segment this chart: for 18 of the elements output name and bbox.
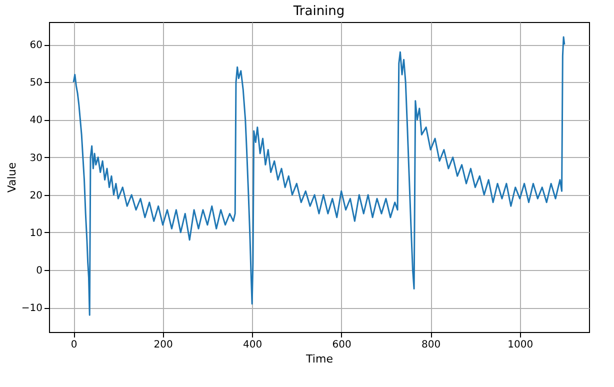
y-tick-label: 60 [30,40,42,52]
x-tick-label: 200 [154,340,173,350]
y-tick-label: 50 [30,78,42,89]
x-tick-label: 600 [332,340,352,350]
y-tick-label: 40 [30,115,42,126]
y-tick-label: 0 [36,266,42,276]
y-axis-title: Value [5,162,18,193]
y-tick-label: 30 [30,152,42,164]
y-tick-label: −10 [21,303,42,314]
y-tick-label: 20 [30,190,42,202]
x-tick-label: 1000 [508,340,534,350]
line-series [72,36,566,316]
x-tick-label: 800 [422,340,441,350]
x-tick-label: 400 [243,340,262,350]
y-tick-label: 10 [30,228,42,239]
chart-title: Training [292,4,345,19]
x-axis-title: Time [305,352,334,366]
x-tick-label: 0 [70,340,78,350]
